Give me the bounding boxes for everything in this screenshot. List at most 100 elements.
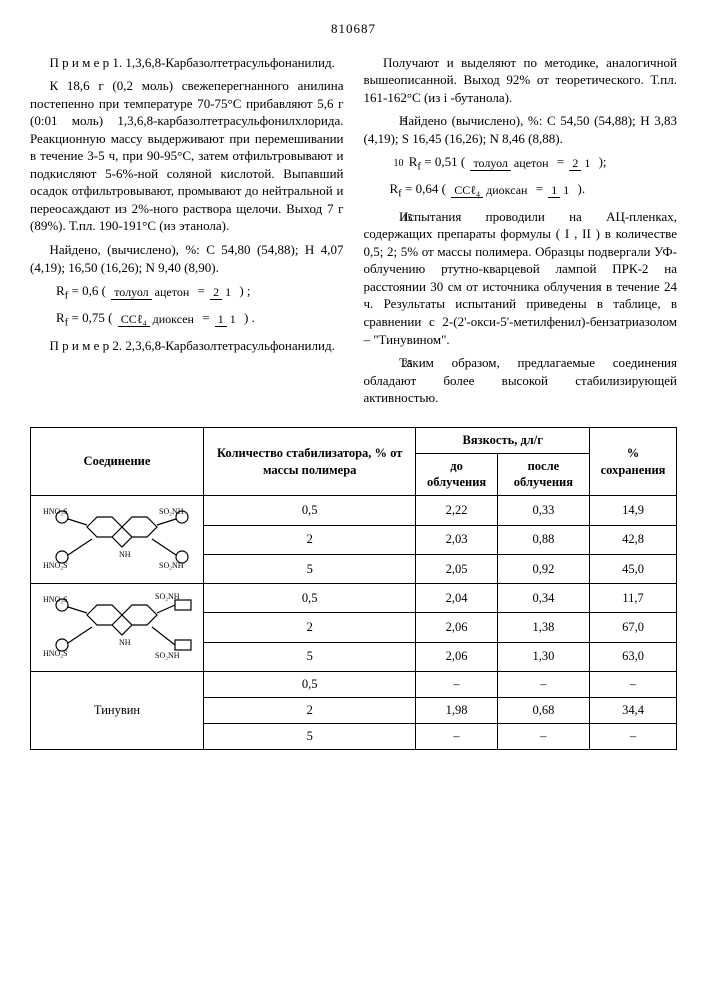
rf-end: ). [578,181,586,196]
text-columns: П р и м е р 1. 1,3,6,8-Карбазолтетрасуль… [30,48,677,413]
rf-end: ) . [244,310,255,325]
svg-text:HNO₂S: HNO₂S [43,561,68,570]
cell-a: 1,38 [497,613,589,642]
frac-den: ацетон [511,156,552,170]
frac-num-r: 1 [548,183,560,198]
cell-q: 5 [204,723,416,749]
cell-r: – [590,723,677,749]
compound-1-structure: HNO₂S HNO₂S SO₂NH SO₂NH NH [31,496,204,584]
frac-num: толуол [470,156,510,171]
cell-r: 14,9 [590,496,677,525]
frac-den: диоксан [483,183,530,197]
cell-a: 0,88 [497,525,589,554]
col-compound: Соединение [31,427,204,496]
svg-text:HNO₂S: HNO₂S [43,649,68,658]
frac-num-r: 2 [569,156,581,171]
cell-q: 2 [204,525,416,554]
example-1-body: К 18,6 г (0,2 моль) свежеперегнанного ан… [30,77,344,235]
frac-den-r: 1 [581,156,593,170]
frac-num-r: 1 [215,312,227,327]
right-p2: 15Испытания проводили на АЦ-пленках, сод… [364,208,678,348]
cell-r: 67,0 [590,613,677,642]
right-column: Получают и выделяют по методике, аналоги… [364,48,678,413]
frac-den-r: 1 [560,183,572,197]
cell-a: 0,68 [497,697,589,723]
col-visc: Вязкость, дл/г [416,427,590,453]
cell-a: 0,34 [497,584,589,613]
cell-a: 0,92 [497,554,589,583]
cell-b: 2,06 [416,642,497,671]
example-1-title: П р и м е р 1. 1,3,6,8-Карбазолтетрасуль… [30,54,344,72]
rf-eq: = 0,75 ( [68,310,112,325]
results-table: Соединение Количество стабилизатора, % о… [30,427,677,750]
rf-end: ) ; [239,283,250,298]
left-column: П р и м е р 1. 1,3,6,8-Карбазолтетрасуль… [30,48,344,413]
rf-label: R [56,310,65,325]
found-calc-1: Найдено, (вычислено), %: С 54,80 (54,88)… [30,241,344,276]
svg-text:SO₂NH: SO₂NH [155,651,180,660]
rf-formula-2b: Rf = 0,64 ( CCℓ₄диоксан = 11 ). [390,180,678,201]
frac-den-r: 1 [227,312,239,326]
svg-text:SO₂NH: SO₂NH [155,592,180,601]
line-num-15: 15 [383,212,397,226]
frac-den: диоксен [150,312,197,326]
line-num-5: 5 [383,116,397,130]
rf-eq: = 0,51 ( [421,154,465,169]
rf-formula-2a: 10 Rf = 0,51 ( толуолацетон = 21 ); [390,153,678,174]
cell-b: 2,05 [416,554,497,583]
found-calc-2: 5Найдено (вычислено), %: С 54,50 (54,88)… [364,112,678,147]
frac-num: толуол [111,285,151,300]
found-2-text: Найдено (вычислено), %: С 54,50 (54,88);… [364,113,678,146]
rf-label: R [390,181,399,196]
cell-q: 0,5 [204,584,416,613]
cell-q: 2 [204,697,416,723]
col-visc-before: до облучения [416,453,497,496]
frac-den: ацетон [152,285,193,299]
svg-text:HNO₂S: HNO₂S [43,507,68,516]
col-visc-after: после облучения [497,453,589,496]
cell-b: – [416,672,497,698]
col-retention: % сохранения [590,427,677,496]
svg-text:SO₂NH: SO₂NH [159,507,184,516]
svg-text:HNO₂S: HNO₂S [43,595,68,604]
line-num-25: 25 [383,358,397,372]
cell-b: – [416,723,497,749]
cell-q: 0,5 [204,496,416,525]
cell-q: 2 [204,613,416,642]
rf-end: ); [599,154,607,169]
cell-b: 2,06 [416,613,497,642]
cell-a: – [497,672,589,698]
cell-r: 42,8 [590,525,677,554]
frac-num: CCℓ₄ [118,312,150,327]
cell-a: – [497,723,589,749]
compound-3-name: Тинувин [31,672,204,750]
svg-text:NH: NH [119,550,131,559]
cell-b: 2,03 [416,525,497,554]
cell-r: 45,0 [590,554,677,583]
cell-a: 1,30 [497,642,589,671]
col-stab: Количество стабилизатора, % от массы пол… [204,427,416,496]
compound-2-structure: HNO₂S HNO₂S SO₂NH SO₂NH NH [31,584,204,672]
structure-1-icon: HNO₂S HNO₂S SO₂NH SO₂NH NH [37,502,197,572]
cell-q: 5 [204,642,416,671]
cell-b: 2,22 [416,496,497,525]
page-number: 810687 [30,20,677,38]
cell-r: 34,4 [590,697,677,723]
cell-b: 2,04 [416,584,497,613]
cell-q: 5 [204,554,416,583]
svg-text:SO₂NH: SO₂NH [159,561,184,570]
cell-b: 1,98 [416,697,497,723]
example-2-title: П р и м е р 2. 2,3,6,8-Карбазолтетрасуль… [30,337,344,355]
cell-r: 11,7 [590,584,677,613]
right-p1: Получают и выделяют по методике, аналоги… [364,54,678,107]
right-p3: 25Таким образом, предлагаемые соединения… [364,354,678,407]
line-num-10: 10 [390,157,404,171]
right-p2-text: Испытания проводили на АЦ-пленках, содер… [364,209,678,347]
cell-r: 63,0 [590,642,677,671]
cell-a: 0,33 [497,496,589,525]
rf-label: R [56,283,65,298]
frac-num: CCℓ₄ [451,183,483,198]
cell-q: 0,5 [204,672,416,698]
rf-formula-1a: Rf = 0,6 ( толуолацетон = 21 ) ; [56,282,344,303]
frac-den-r: 1 [222,285,234,299]
